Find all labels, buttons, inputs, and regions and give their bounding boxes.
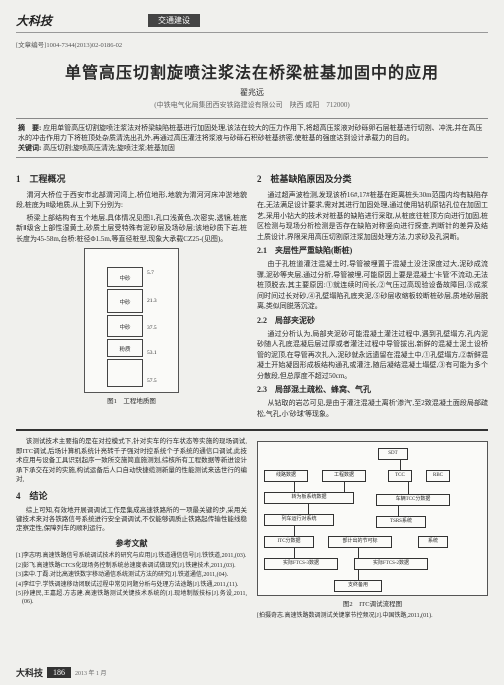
- section-2-heading: 2 桩基缺陷原因及分类: [257, 173, 488, 187]
- flow-node: ITC分数据: [264, 536, 314, 547]
- flow-connector: [294, 482, 295, 492]
- reference-item: [2]彭飞.高速铁路CTCS化现场务控制系统总速度表调试做现究[J].铁建技术,…: [16, 562, 247, 570]
- depth-label: 5.7: [147, 269, 154, 277]
- depth-label: 37.5: [147, 324, 157, 332]
- references-list: [1]李志明.高速铁路信号系统调试技术的研究与应用[J].铁道通信信号[J].铁…: [16, 552, 247, 606]
- flow-connector: [294, 526, 295, 536]
- header-bar: 大科技 交通建设: [16, 12, 488, 33]
- flow-node: TSRS系统: [376, 516, 426, 527]
- flow-node: 部计出的节可标: [328, 536, 392, 547]
- flow-node: 实际FTCS-3数据: [264, 558, 338, 569]
- flow-node: 列车运行对系统: [264, 514, 334, 525]
- depth-label: 21.3: [147, 297, 157, 305]
- flow-connector: [398, 506, 399, 516]
- abstract-content: 应用单管高压切割旋喷注浆法对桥梁缺陷桩基进行加固处理,该法在较大的压力作用下,将…: [18, 124, 482, 142]
- depth-label: 57.5: [147, 377, 157, 385]
- para-2-2-1: 通过分析认为,局部夹泥砂可能混凝土灌注过程中,遇到孔壁塌方,孔内泥砂随人孔底混凝…: [257, 329, 488, 382]
- page: 大科技 交通建设 [文章编号]1004-7344(2013)02-0186-02…: [0, 0, 504, 629]
- reference-item: [5]孙建民,王嘉超.方志建.高速铁路测试关键技术系统的[J].现地制版技标[J…: [16, 590, 247, 607]
- lower-right-column: SDT 线路数据 工程数据 TCC RBC 转为板系统数据 车辆TCC分数据列车运行对系统 T…: [257, 437, 488, 621]
- para-2-1-1: 由于孔桩道灌注混凝土时,导管被埋置于混凝土没注深度过大,泥砂成流骤,泥砂等夹层,…: [257, 259, 488, 312]
- flow-connector: [408, 482, 409, 494]
- author-name: 翟兆远: [16, 87, 488, 98]
- magazine-logo: 大科技: [16, 12, 52, 29]
- flow-node: 系统: [418, 536, 448, 547]
- main-columns: 1 工程概况 渭河大桥位于西安市北部渭河湾上,桥位地形,地貌为渭河河床冲淤地貌段…: [16, 168, 488, 421]
- section-divider: [16, 429, 488, 431]
- right-column: 2 桩基缺陷原因及分类 通过超声波检测,发现该桥16#,17#桩基在距离桩头30…: [257, 168, 488, 421]
- flow-connector: [294, 548, 295, 558]
- reference-item: [1]李志明.高速铁路信号系统调试技术的研究与应用[J].铁道通信信号[J].铁…: [16, 552, 247, 560]
- section-2-2-heading: 2.2 局部夹泥砂: [257, 315, 488, 327]
- flow-connector: [400, 460, 401, 470]
- flow-node: 实际FTCS-2数据: [354, 558, 428, 569]
- abstract-label: 摘 要:: [18, 124, 41, 132]
- references-heading: 参考文献: [16, 538, 247, 550]
- footer-date: 2013 年 1 月: [75, 668, 107, 677]
- flow-node: 转为板系统数据: [264, 492, 354, 503]
- depth-label: 53.1: [147, 349, 157, 357]
- section-2-1-heading: 2.1 夹层性严重缺陷(断桩): [257, 245, 488, 257]
- flow-connector: [358, 548, 359, 558]
- flow-node: SDT: [378, 448, 408, 459]
- figure-1-caption: 图1 工程地质图: [16, 397, 247, 407]
- section-4-heading: 4 结论: [16, 490, 247, 503]
- document-id: [文章编号]1004-7344(2013)02-0186-02: [16, 39, 488, 49]
- figure-2-flowchart: SDT 线路数据 工程数据 TCC RBC 转为板系统数据 车辆TCC分数据列车运行对系统 T…: [257, 441, 488, 596]
- article-title: 单管高压切割旋喷注浆法在桥梁桩基加固中的应用: [16, 59, 488, 83]
- para-2-3-1: 从钻取的岩芯可见,是由于灌注混凝土离析'渗汽',至2致混凝土面段局部疏松,气孔,…: [257, 398, 488, 419]
- para-1-1: 渭河大桥位于西安市北部渭河湾上,桥位地形,地貌为渭河河床冲淤地貌段,桩底为Ⅱ级地…: [16, 190, 247, 211]
- credit-line: [拍摄奇志.高速铁路数调测试关键掌节控频况[J].中国铁路,2011,(01).: [257, 612, 488, 620]
- abstract-box: 摘 要: 应用单管高压切割旋喷注浆法对桥梁缺陷桩基进行加固处理,该法在较大的压力…: [16, 118, 488, 158]
- stratum-layer: 中砂: [107, 267, 143, 287]
- section-1-heading: 1 工程概况: [16, 173, 247, 187]
- flow-node: TCC: [388, 470, 412, 481]
- abstract-text: 摘 要: 应用单管高压切割旋喷注浆法对桥梁缺陷桩基进行加固处理,该法在较大的压力…: [18, 123, 486, 143]
- flow-connector: [344, 482, 345, 492]
- para-2-1: 通过超声波检测,发现该桥16#,17#桩基在距离桩头30m范围内均有缺陷存在,无…: [257, 190, 488, 243]
- page-footer: 大科技 186 2013 年 1 月: [16, 666, 107, 679]
- keywords-label: 关键词:: [18, 144, 41, 152]
- para-1-2: 桥梁上部结构有五个地层,具体情况见图1,孔口浅黄色,次密实,透镜,桩底新Ⅱ级含上…: [16, 213, 247, 245]
- author-affiliation: (中铁电气化局集团西安铁路建设有限公司 陕西 咸阳 712000): [16, 100, 488, 110]
- flow-node: 工程数据: [322, 470, 366, 481]
- footer-magazine: 大科技: [16, 666, 43, 679]
- category-tag: 交通建设: [148, 14, 200, 27]
- lower-columns: 该测试技术主要指的是在对控模式下,针对实车的行车状态等实施的现场调试,即ITC调…: [16, 437, 488, 621]
- stratum-layer: 粉质: [107, 339, 143, 357]
- flow-node: 线路数据: [264, 470, 308, 481]
- flow-node: 支终备用: [334, 580, 382, 591]
- flow-connector: [358, 570, 359, 580]
- left-column: 1 工程概况 渭河大桥位于西安市北部渭河湾上,桥位地形,地貌为渭河河床冲淤地貌段…: [16, 168, 247, 421]
- lower-left-column: 该测试技术主要指的是在对控模式下,针对实车的行车状态等实施的现场调试,即ITC调…: [16, 437, 247, 621]
- para-4: 综上可知,有效地开展调调试工作是集成高速铁路所的一项最关键的步,采用关键技术来对…: [16, 506, 247, 534]
- footer-page-number: 186: [47, 667, 71, 678]
- keywords-text: 关键词: 高压切割;旋喷高压清洗;旋喷注浆;桩基加固: [18, 143, 486, 153]
- lower-para-1: 该测试技术主要指的是在对控模式下,针对实车的行车状态等实施的现场调试,即ITC调…: [16, 437, 247, 484]
- stratum-layer: 中砂: [107, 315, 143, 337]
- flow-node: RBC: [426, 470, 450, 481]
- stratum-layer: 中砂: [107, 289, 143, 313]
- flow-node: 车辆TCC分数据: [376, 494, 450, 505]
- reference-item: [4]李红宁.学铁调速移动闭联试过程中常见问题分析与处理方法途路[J].铁通,2…: [16, 581, 247, 589]
- stratum-layer: [107, 359, 143, 387]
- figure-2-caption: 图2 ITC调试流程图: [257, 600, 488, 609]
- flow-connector: [308, 504, 309, 514]
- section-2-3-heading: 2.3 局部混土疏松、蜂窝、气孔: [257, 384, 488, 396]
- figure-1: 中砂中砂中砂粉质5.721.337.553.157.5: [84, 248, 179, 393]
- keywords-content: 高压切割;旋喷高压清洗;旋喷注浆;桩基加固: [43, 144, 175, 152]
- reference-item: [3]栾中.丁磊.对比高速铁数字移动通信系统测试方法的研究[J].铁道通信,20…: [16, 571, 247, 579]
